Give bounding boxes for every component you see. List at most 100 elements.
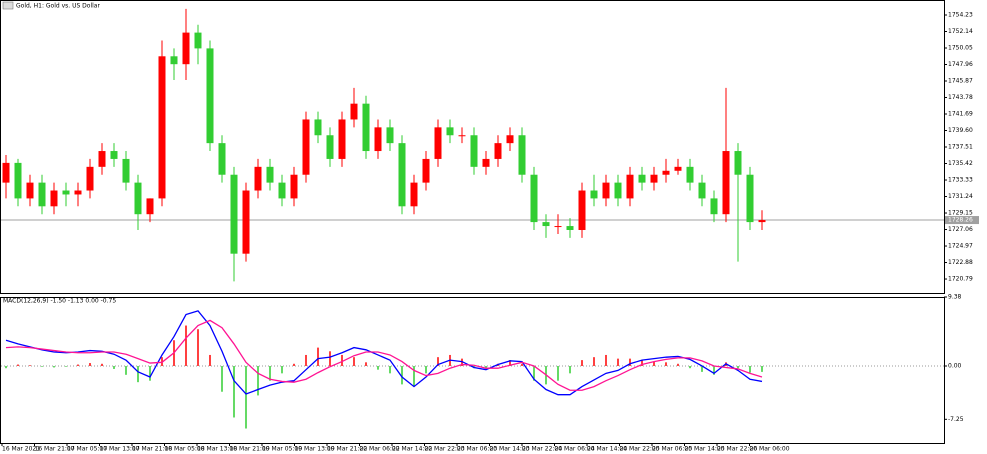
- y-tick-label: -7.25: [948, 416, 964, 423]
- candle-body: [446, 127, 454, 136]
- y-tick-label: 0.00: [948, 362, 962, 369]
- candle-body: [290, 174, 298, 199]
- candle-body: [14, 162, 22, 199]
- candle-body: [758, 220, 766, 223]
- candle-body: [2, 162, 10, 183]
- candle-body: [278, 182, 286, 199]
- y-tick-label: 1727.06: [948, 226, 973, 233]
- histogram-bar: [425, 365, 427, 374]
- candle-body: [566, 226, 574, 230]
- candle-body: [482, 158, 490, 167]
- candle-body: [50, 190, 58, 207]
- candle-body: [134, 182, 142, 215]
- candle-body: [230, 174, 238, 254]
- y-tick-label: 1731.24: [948, 193, 973, 200]
- candle-body: [614, 182, 622, 199]
- histogram-bar: [377, 365, 379, 370]
- histogram-bar: [761, 365, 763, 372]
- candle-body: [590, 190, 598, 199]
- candle-body: [146, 198, 154, 215]
- candle-body: [302, 119, 310, 175]
- histogram-bar: [665, 362, 667, 366]
- candle-body: [746, 174, 754, 223]
- y-tick-label: 1720.79: [948, 276, 973, 283]
- histogram-bar: [101, 363, 103, 366]
- histogram-bar: [557, 365, 559, 381]
- candle-body: [314, 119, 322, 136]
- x-tick-label: 25 Mar 06:00: [652, 446, 692, 453]
- candle-body: [74, 190, 82, 195]
- x-tick-label: 22 Mar 06:00: [360, 446, 400, 453]
- histogram-bar: [629, 358, 631, 366]
- y-tick-label: 1724.97: [948, 243, 973, 250]
- y-tick-label: 1741.69: [948, 111, 973, 118]
- candle-body: [734, 151, 742, 175]
- macd-panel-frame: [0, 297, 945, 444]
- candle-body: [38, 182, 46, 207]
- x-tick-label: 24 Mar 06:00: [555, 446, 595, 453]
- histogram-bar: [5, 365, 7, 369]
- histogram-bar: [737, 365, 739, 369]
- candle-body: [410, 182, 418, 207]
- histogram-bar: [209, 354, 211, 366]
- histogram-bar: [689, 365, 691, 369]
- histogram-bar: [245, 365, 247, 429]
- x-tick-label: 17 Mar 13:00: [100, 446, 140, 453]
- macd-title: MACD(12,26,9) -1.50 -1.13 0.00 -0.75: [3, 298, 116, 305]
- candle-body: [722, 151, 730, 215]
- current-price-label: 1728.26: [948, 217, 973, 224]
- histogram-bar: [677, 363, 679, 366]
- histogram-bar: [365, 362, 367, 366]
- y-tick-label: 1750.05: [948, 45, 973, 52]
- histogram-bar: [185, 325, 187, 366]
- histogram-bar: [197, 329, 199, 366]
- candle-body: [518, 135, 526, 175]
- x-tick-label: 18 Mar 05:00: [165, 446, 205, 453]
- x-tick-label: 19 Mar 21:00: [327, 446, 367, 453]
- candle-body: [218, 143, 226, 175]
- histogram-bar: [593, 357, 595, 366]
- histogram-bar: [701, 365, 703, 372]
- histogram-bar: [713, 365, 715, 375]
- candle-body: [350, 103, 358, 120]
- histogram-bar: [413, 365, 415, 387]
- candle-body: [182, 32, 190, 65]
- candle-body: [362, 103, 370, 152]
- x-tick-label: 23 Mar 06:00: [457, 446, 497, 453]
- x-tick-label: 25 Mar 14:00: [685, 446, 725, 453]
- candle-body: [374, 127, 382, 152]
- y-tick-label: 1752.14: [948, 28, 973, 35]
- candle-body: [326, 135, 334, 159]
- candle-body: [602, 182, 610, 199]
- histogram-bar: [29, 365, 31, 366]
- histogram-bar: [749, 365, 751, 373]
- y-tick-label: 1739.60: [948, 127, 973, 134]
- current-price-box: [945, 216, 979, 225]
- x-tick-label: 25 Mar 22:00: [717, 446, 757, 453]
- histogram-bar: [113, 365, 115, 369]
- x-tick-label: 23 Mar 14:00: [490, 446, 530, 453]
- candle-body: [254, 166, 262, 191]
- y-tick-label: 1729.15: [948, 210, 973, 217]
- indicator-line: [5, 310, 763, 396]
- x-tick-label: 24 Mar 22:00: [620, 446, 660, 453]
- candle-body: [194, 32, 202, 49]
- histogram-bar: [461, 358, 463, 366]
- candle-body: [530, 174, 538, 223]
- x-tick-label: 26 Mar 06:00: [750, 446, 790, 453]
- histogram-bar: [509, 360, 511, 366]
- x-tick-label: 22 Mar 22:00: [425, 446, 465, 453]
- y-tick-label: 1743.78: [948, 94, 973, 101]
- histogram-bar: [581, 360, 583, 366]
- x-tick-label: 18 Mar 13:00: [197, 446, 237, 453]
- histogram-bar: [65, 365, 67, 367]
- candle-body: [674, 166, 682, 171]
- histogram-bar: [317, 347, 319, 366]
- candle-body: [578, 190, 586, 230]
- candle-body: [698, 182, 706, 199]
- candle-body: [542, 222, 550, 227]
- candle-body: [338, 119, 346, 159]
- x-tick-label: 22 Mar 14:00: [392, 446, 432, 453]
- histogram-bar: [329, 351, 331, 366]
